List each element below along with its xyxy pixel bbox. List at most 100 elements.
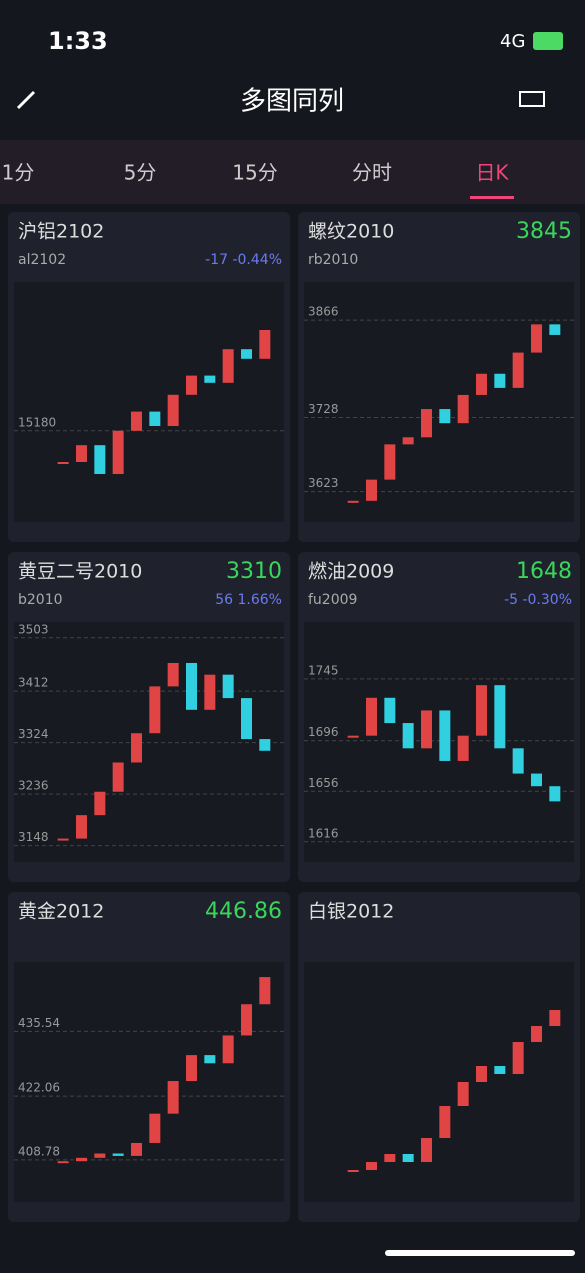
panel-name: 螺纹2010 xyxy=(308,221,394,243)
candle xyxy=(494,373,506,388)
candle xyxy=(76,815,87,839)
candle xyxy=(549,786,561,802)
panel-code: al2102 xyxy=(18,252,66,268)
y-tick-label: 1745 xyxy=(308,663,339,677)
candle xyxy=(167,662,179,687)
candle xyxy=(76,445,87,462)
candle xyxy=(204,1055,216,1064)
panel-change: -17 -0.44% xyxy=(205,252,282,268)
candle xyxy=(549,324,561,335)
candle xyxy=(494,685,506,749)
y-tick-label: 435.54 xyxy=(18,1016,60,1030)
candle xyxy=(476,373,487,395)
candle xyxy=(457,394,469,424)
candle xyxy=(384,1154,396,1162)
candle xyxy=(402,723,414,749)
candle xyxy=(57,838,69,841)
candle xyxy=(186,375,197,395)
chart-area xyxy=(304,282,574,522)
candle xyxy=(402,437,414,445)
candle xyxy=(112,1153,124,1156)
candle xyxy=(149,686,161,734)
home-indicator xyxy=(385,1250,575,1256)
candle xyxy=(112,762,124,792)
candle xyxy=(347,500,359,503)
candle xyxy=(259,330,271,359)
back-icon xyxy=(16,90,36,110)
candle xyxy=(167,394,179,426)
candle xyxy=(347,1170,359,1172)
candle xyxy=(149,1113,161,1143)
panel-price: 446.86 xyxy=(205,899,282,924)
tab-bar xyxy=(0,140,585,204)
y-tick-label: 3236 xyxy=(18,779,49,793)
y-tick-label: 3503 xyxy=(18,622,49,636)
candle xyxy=(167,1081,179,1114)
candle xyxy=(531,1026,542,1042)
panel-code: b2010 xyxy=(18,592,63,608)
tab[interactable]: 日K xyxy=(475,161,509,185)
candle xyxy=(259,977,271,1005)
candle xyxy=(531,773,542,787)
y-tick-label: 3412 xyxy=(18,676,49,690)
panel-name: 黄豆二号2010 xyxy=(18,561,142,583)
layout-icon[interactable] xyxy=(519,91,545,107)
candle xyxy=(384,444,396,480)
candle xyxy=(222,1035,234,1064)
candle xyxy=(421,1138,432,1162)
candle xyxy=(241,698,252,740)
candle xyxy=(94,445,106,474)
candle xyxy=(384,697,396,724)
candle xyxy=(76,1157,87,1162)
panel-name: 白银2012 xyxy=(308,901,394,923)
candle xyxy=(439,1106,451,1138)
chart-area xyxy=(14,282,284,522)
y-tick-label: 422.06 xyxy=(18,1081,60,1095)
candle xyxy=(131,1142,142,1156)
tab[interactable]: 分时 xyxy=(352,161,392,185)
candle xyxy=(457,735,469,761)
candle xyxy=(241,1004,252,1036)
candle xyxy=(222,349,234,383)
panel-price: 1648 xyxy=(516,559,572,584)
candle xyxy=(512,352,524,388)
header-title: 多图同列 xyxy=(240,87,344,117)
candle xyxy=(94,791,106,816)
panel-name: 燃油2009 xyxy=(308,561,394,583)
candle xyxy=(457,1082,469,1106)
candle xyxy=(549,1010,561,1026)
status-time: 1:33 xyxy=(48,27,108,55)
candle xyxy=(421,409,432,438)
y-tick-label: 1696 xyxy=(308,725,339,739)
candle xyxy=(149,411,161,426)
chart-area xyxy=(304,962,574,1202)
candle xyxy=(347,735,359,738)
tab[interactable]: 15分 xyxy=(232,161,277,185)
candle xyxy=(94,1153,106,1158)
candle xyxy=(57,462,69,464)
candle xyxy=(259,739,271,751)
candle xyxy=(421,710,432,749)
chart-area xyxy=(304,622,574,862)
tab-indicator xyxy=(470,196,514,199)
y-tick-label: 1656 xyxy=(308,776,339,790)
y-tick-label: 3623 xyxy=(308,476,339,490)
tab[interactable]: 5分 xyxy=(124,161,157,185)
candle xyxy=(186,662,197,710)
tab[interactable]: 1分 xyxy=(2,161,35,185)
panel-code: rb2010 xyxy=(308,252,358,268)
candle xyxy=(494,1066,506,1074)
candle xyxy=(512,1042,524,1074)
candle xyxy=(476,685,487,736)
candle xyxy=(222,674,234,699)
panel-price: 3845 xyxy=(516,219,572,244)
y-tick-label: 3728 xyxy=(308,402,339,416)
panel-name: 黄金2012 xyxy=(18,901,104,923)
candle xyxy=(476,1066,487,1082)
candle xyxy=(131,733,142,763)
panel-code: fu2009 xyxy=(308,592,357,608)
candle xyxy=(366,479,377,501)
candle xyxy=(186,1055,197,1082)
